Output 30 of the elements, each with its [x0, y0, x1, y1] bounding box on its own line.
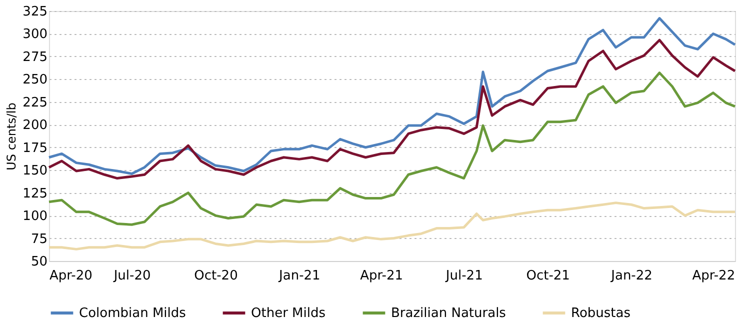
x-tick-label: Oct-20 [194, 268, 238, 284]
y-tick-label: 175 [22, 140, 48, 156]
x-tick-label: Oct-21 [526, 268, 570, 284]
line-series [48, 17, 736, 175]
y-tick-label: 300 [22, 27, 48, 42]
y-tick-label: 75 [30, 232, 48, 247]
y-tick-label: 275 [22, 50, 48, 65]
x-tick-label: Apr-21 [360, 268, 404, 284]
legend-label: Colombian Milds [79, 306, 186, 321]
x-tick-label: Jul-20 [112, 268, 151, 284]
x-tick-label: Apr-20 [50, 268, 92, 284]
x-tick-label: Jan-21 [278, 268, 320, 284]
legend-label: Other Milds [251, 306, 326, 321]
y-tick-label: 225 [22, 95, 48, 110]
y-tick-label: 200 [22, 118, 48, 134]
y-tick-label: 50 [30, 254, 48, 270]
y-tick-label: 100 [22, 209, 48, 224]
y-axis-title: US cents/lb [4, 102, 19, 170]
y-tick-label: 325 [22, 4, 48, 20]
x-tick-label: Jan-22 [610, 268, 652, 284]
line-series [48, 38, 736, 180]
line-series [48, 72, 736, 226]
legend-label: Robustas [571, 306, 631, 321]
legend-label: Brazilian Naturals [391, 306, 506, 321]
y-tick-label: 250 [22, 72, 48, 88]
x-tick-label: Jul-21 [444, 268, 483, 284]
line-series [48, 202, 736, 250]
x-tick-label: Apr-22 [692, 268, 736, 284]
y-tick-label: 125 [22, 186, 48, 202]
y-tick-label: 150 [22, 164, 48, 179]
